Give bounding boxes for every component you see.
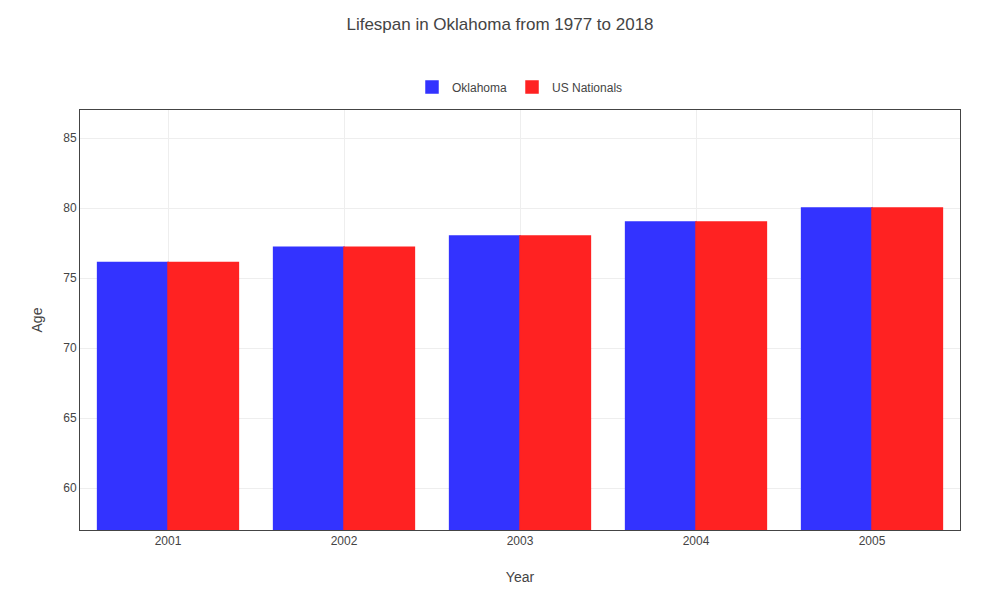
svg-text:2001: 2001 — [155, 534, 182, 548]
svg-text:2003: 2003 — [507, 534, 534, 548]
svg-text:Lifespan in Oklahoma from 1977: Lifespan in Oklahoma from 1977 to 2018 — [346, 15, 653, 34]
svg-text:65: 65 — [63, 411, 77, 425]
svg-text:Oklahoma: Oklahoma — [452, 81, 507, 95]
svg-text:85: 85 — [63, 131, 77, 145]
svg-text:Age: Age — [29, 307, 45, 332]
svg-text:75: 75 — [63, 271, 77, 285]
svg-text:Year: Year — [506, 569, 535, 585]
svg-text:60: 60 — [63, 481, 77, 495]
svg-text:70: 70 — [63, 341, 77, 355]
svg-text:80: 80 — [63, 201, 77, 215]
svg-text:2004: 2004 — [683, 534, 710, 548]
svg-text:US Nationals: US Nationals — [552, 81, 622, 95]
svg-text:2005: 2005 — [859, 534, 886, 548]
svg-text:2002: 2002 — [331, 534, 358, 548]
